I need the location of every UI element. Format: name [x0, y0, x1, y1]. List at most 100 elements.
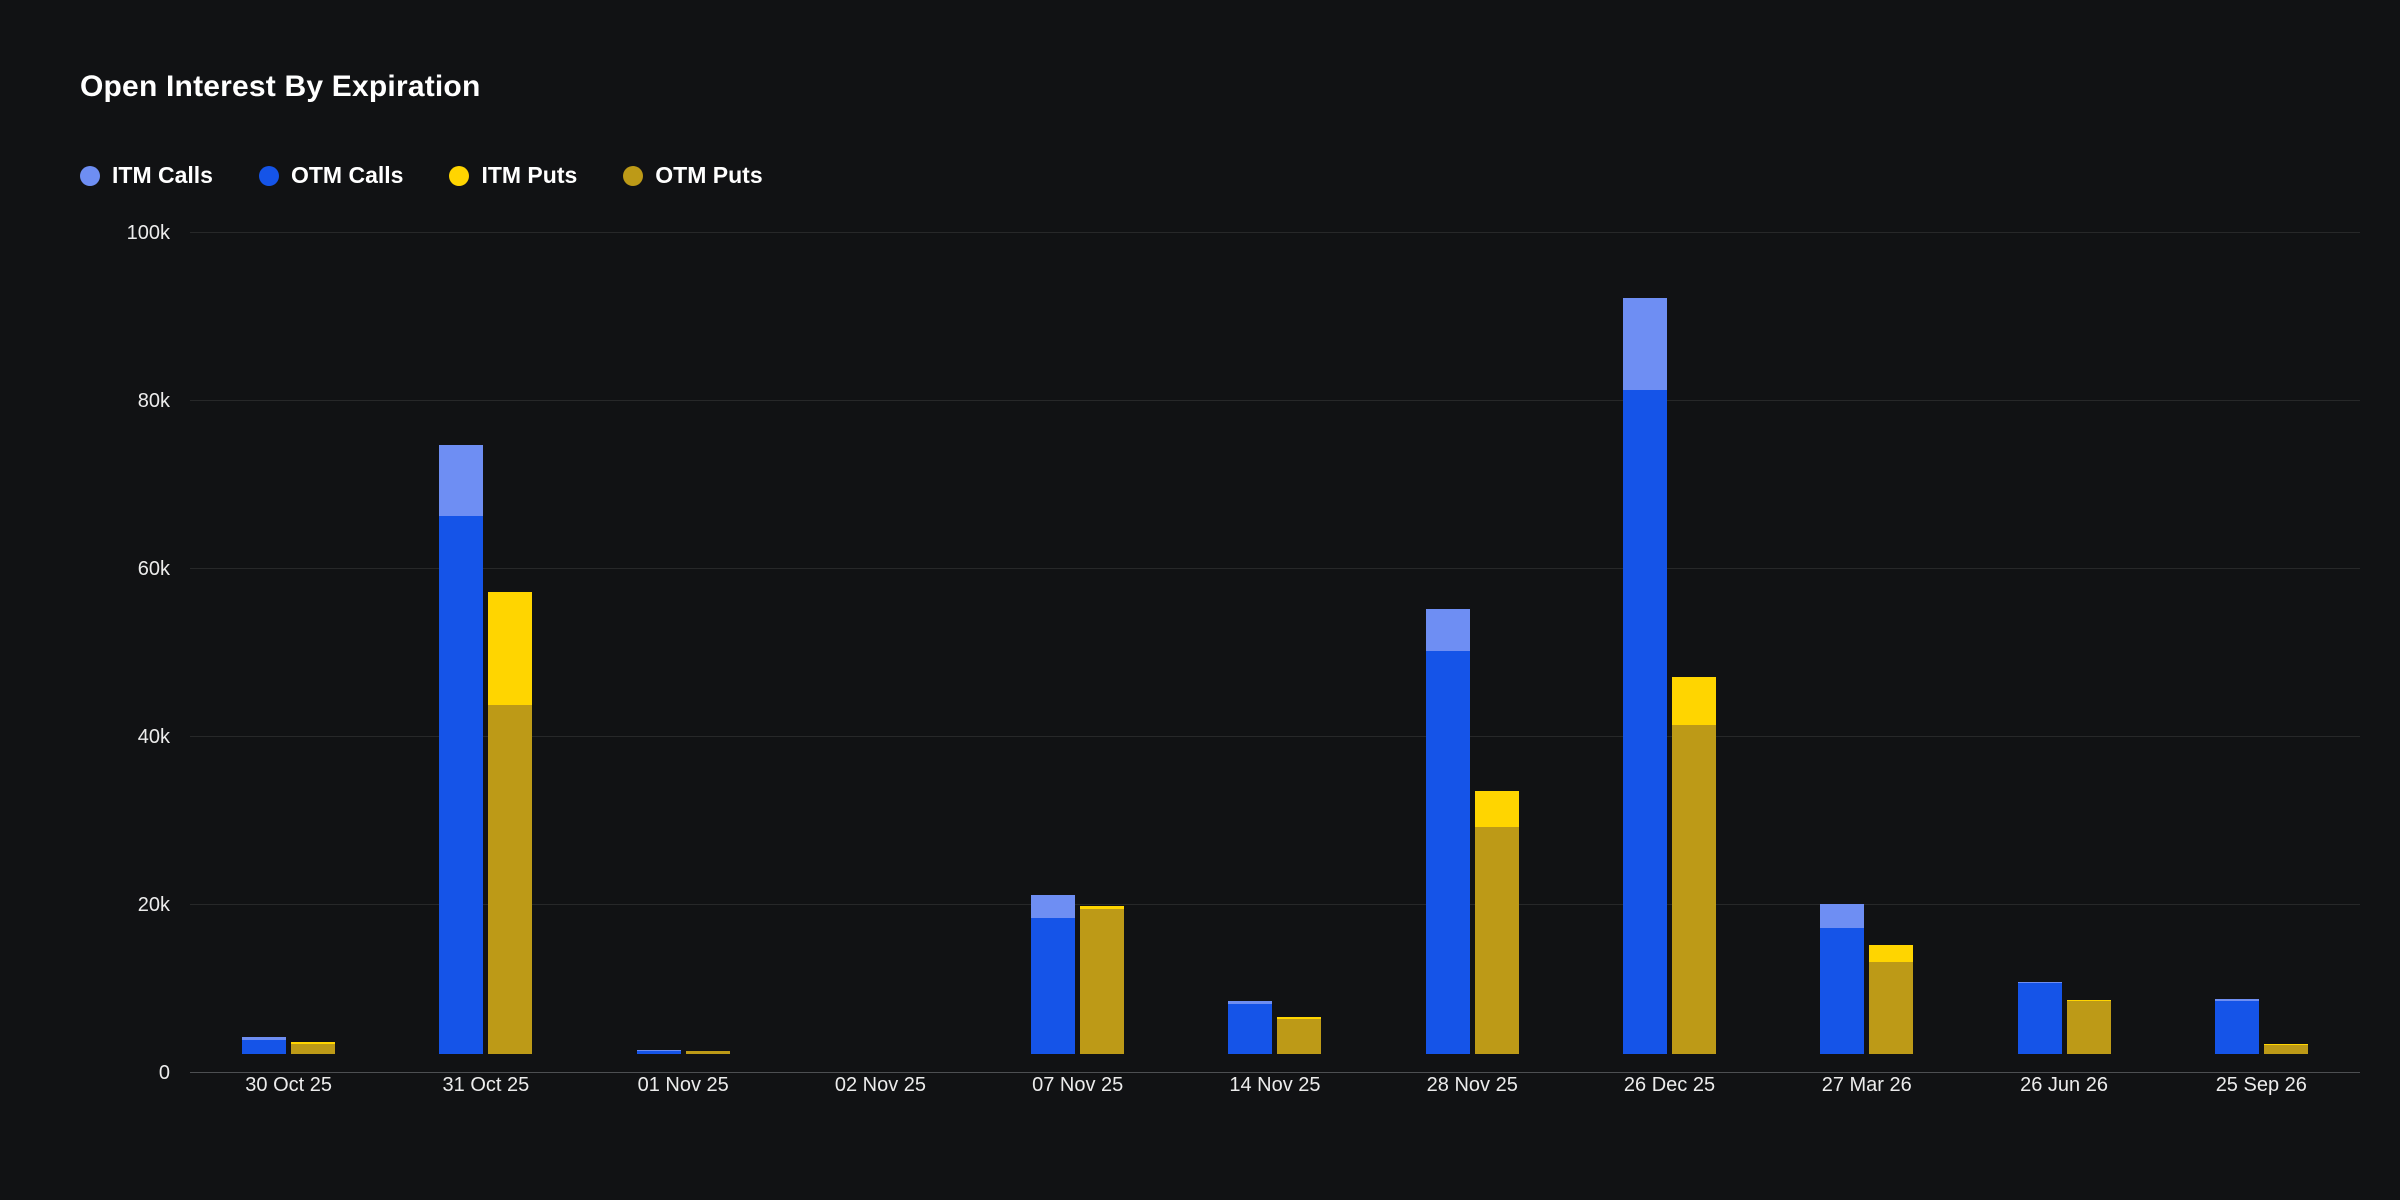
y-axis-tick-label: 0 [158, 1062, 170, 1084]
itm-calls-bar-segment[interactable] [1425, 608, 1470, 651]
itm-calls-bar-segment[interactable] [1622, 298, 1667, 391]
bar-pair [585, 233, 782, 1054]
itm-puts-bar-segment[interactable] [1869, 944, 1914, 962]
puts-stacked-bar[interactable] [1869, 944, 1914, 1054]
y-axis-tick-label: 20k [137, 894, 170, 916]
itm-calls-bar-segment[interactable] [242, 1037, 287, 1040]
legend-marker-icon [80, 165, 100, 186]
otm-calls-bar-segment[interactable] [1820, 928, 1865, 1054]
category-group: 07 Nov 25 [979, 233, 1176, 1117]
gridline [190, 232, 2360, 233]
otm-calls-bar-segment[interactable] [1228, 1003, 1273, 1054]
gridline [190, 736, 2360, 737]
bar-pair [387, 233, 584, 1054]
gridline [190, 568, 2360, 569]
x-axis-label: 26 Jun 26 [2020, 1074, 2108, 1096]
itm-puts-bar-segment[interactable] [1277, 1017, 1322, 1019]
open-interest-chart: Open Interest By Expiration ITM Calls OTM… [80, 70, 2360, 1117]
bar-pair [782, 233, 979, 1054]
otm-puts-bar-segment[interactable] [1474, 827, 1519, 1054]
calls-stacked-bar[interactable] [439, 445, 484, 1054]
itm-puts-bar-segment[interactable] [291, 1042, 336, 1044]
bar-pair [1768, 233, 1965, 1054]
otm-puts-bar-segment[interactable] [685, 1051, 730, 1054]
y-axis-tick-label: 100k [126, 222, 170, 244]
itm-puts-bar-segment[interactable] [1080, 906, 1125, 909]
itm-puts-bar-segment[interactable] [685, 1050, 730, 1052]
otm-calls-bar-segment[interactable] [1622, 390, 1667, 1054]
legend-label: ITM Puts [481, 162, 578, 188]
itm-puts-bar-segment[interactable] [1474, 791, 1519, 828]
otm-calls-bar-segment[interactable] [1031, 917, 1076, 1054]
itm-calls-bar-segment[interactable] [636, 1049, 681, 1051]
otm-puts-bar-segment[interactable] [2263, 1044, 2308, 1054]
itm-calls-bar-segment[interactable] [2017, 981, 2062, 984]
calls-stacked-bar[interactable] [1228, 1001, 1273, 1054]
legend-item-itm-calls[interactable]: ITM Calls [80, 162, 213, 189]
bar-pair [2163, 233, 2360, 1054]
legend-item-itm-puts[interactable]: ITM Puts [449, 162, 577, 189]
calls-stacked-bar[interactable] [1622, 298, 1667, 1054]
y-axis-tick-label: 60k [137, 558, 170, 580]
legend-marker-icon [449, 165, 470, 186]
itm-puts-bar-segment[interactable] [2263, 1043, 2308, 1045]
category-group: 02 Nov 25 [782, 233, 979, 1117]
plot-area: 0 20k 40k 60k 80k 100k 30 Oct 25 31 Oct 25 01 N… [80, 222, 2360, 1117]
otm-puts-bar-segment[interactable] [1080, 908, 1125, 1054]
otm-puts-bar-segment[interactable] [1869, 961, 1914, 1054]
calls-stacked-bar[interactable] [2214, 999, 2259, 1054]
itm-calls-bar-segment[interactable] [1820, 904, 1865, 928]
itm-puts-bar-segment[interactable] [488, 592, 533, 706]
gridline [190, 400, 2360, 401]
bar-pair [1965, 233, 2162, 1054]
x-axis-label: 07 Nov 25 [1032, 1074, 1124, 1096]
puts-stacked-bar[interactable] [1277, 1017, 1322, 1054]
itm-calls-bar-segment[interactable] [2214, 999, 2259, 1002]
calls-stacked-bar[interactable] [242, 1037, 287, 1054]
legend-item-otm-calls[interactable]: OTM Calls [258, 162, 403, 189]
itm-calls-bar-segment[interactable] [439, 445, 484, 517]
otm-puts-bar-segment[interactable] [488, 705, 533, 1054]
otm-calls-bar-segment[interactable] [242, 1039, 287, 1054]
legend-item-otm-puts[interactable]: OTM Puts [623, 162, 763, 189]
calls-stacked-bar[interactable] [636, 1049, 681, 1054]
chart-title: Open Interest By Expiration [80, 70, 481, 103]
y-axis-tick-label: 80k [137, 390, 170, 412]
puts-stacked-bar[interactable] [488, 592, 533, 1054]
chart-legend: ITM Calls OTM Calls ITM Puts OTM Puts [80, 162, 2360, 189]
otm-calls-bar-segment[interactable] [2017, 983, 2062, 1054]
otm-calls-bar-segment[interactable] [439, 516, 484, 1054]
otm-calls-bar-segment[interactable] [636, 1050, 681, 1054]
y-axis: 0 20k 40k 60k 80k 100k [80, 222, 190, 1084]
calls-stacked-bar[interactable] [1031, 895, 1076, 1054]
puts-stacked-bar[interactable] [1080, 906, 1125, 1054]
otm-puts-bar-segment[interactable] [2066, 1001, 2111, 1054]
calls-stacked-bar[interactable] [1820, 904, 1865, 1054]
otm-puts-bar-segment[interactable] [1671, 724, 1716, 1054]
puts-stacked-bar[interactable] [2263, 1043, 2308, 1054]
puts-stacked-bar[interactable] [685, 1050, 730, 1054]
itm-puts-bar-segment[interactable] [2066, 1000, 2111, 1002]
legend-label: OTM Puts [655, 162, 763, 188]
puts-stacked-bar[interactable] [291, 1042, 336, 1054]
puts-stacked-bar[interactable] [1474, 791, 1519, 1054]
x-axis-label: 31 Oct 25 [442, 1074, 530, 1096]
itm-calls-bar-segment[interactable] [1228, 1001, 1273, 1004]
bar-pair [1571, 233, 1768, 1054]
itm-calls-bar-segment[interactable] [1031, 895, 1076, 918]
calls-stacked-bar[interactable] [1425, 608, 1470, 1054]
x-axis-label: 01 Nov 25 [637, 1074, 729, 1096]
otm-puts-bar-segment[interactable] [1277, 1018, 1322, 1054]
otm-calls-bar-segment[interactable] [2214, 1001, 2259, 1054]
puts-stacked-bar[interactable] [1671, 676, 1716, 1054]
category-group: 14 Nov 25 [1176, 233, 1373, 1117]
calls-stacked-bar[interactable] [2017, 981, 2062, 1054]
puts-stacked-bar[interactable] [2066, 1000, 2111, 1054]
x-axis-label: 14 Nov 25 [1229, 1074, 1321, 1096]
x-axis-label: 02 Nov 25 [834, 1074, 927, 1096]
otm-calls-bar-segment[interactable] [1425, 650, 1470, 1054]
bar-categories: 30 Oct 25 31 Oct 25 01 Nov 25 02 Nov 25 07 N… [190, 233, 2360, 1117]
itm-puts-bar-segment[interactable] [1671, 676, 1716, 725]
otm-puts-bar-segment[interactable] [291, 1043, 336, 1054]
bar-pair [1374, 233, 1571, 1054]
